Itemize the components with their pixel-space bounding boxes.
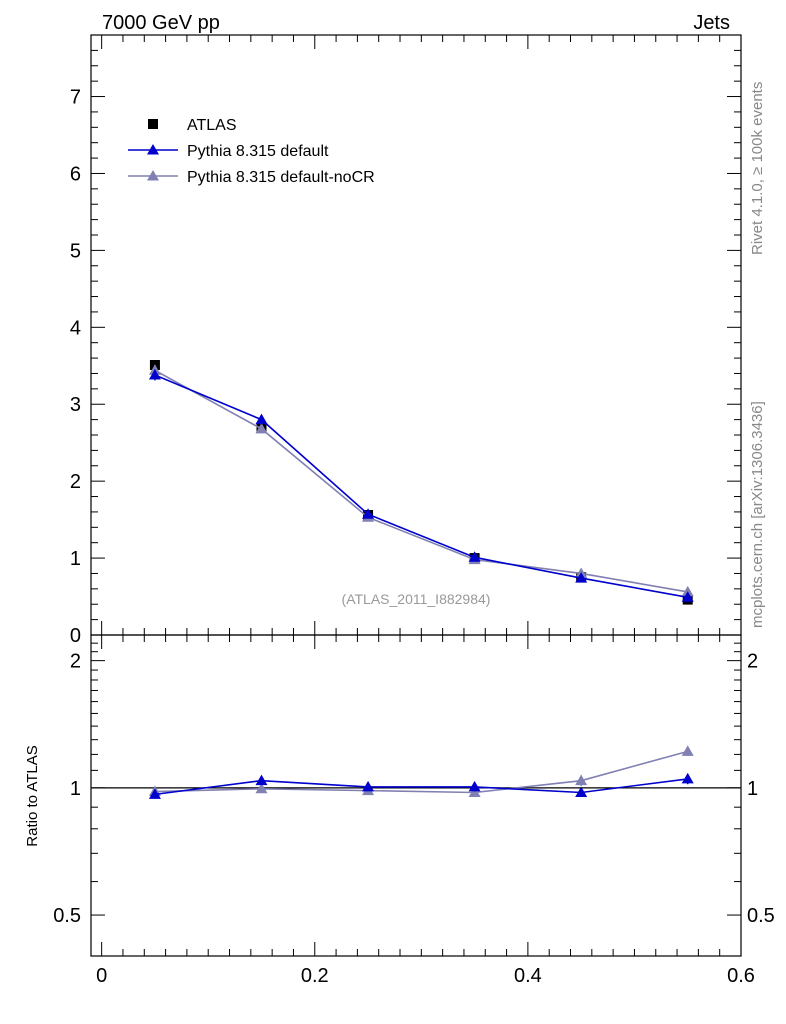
nocr-ratio-point (468, 786, 481, 797)
default-ratio-point (255, 774, 268, 786)
legend-marker-default (147, 144, 159, 155)
nocr-ratio-line (154, 750, 688, 794)
nocr-ratio-point (255, 782, 268, 794)
default-ratio-point (575, 786, 588, 797)
ratio-y-tick-label-left: 2 (70, 651, 81, 673)
default-ratio-line (154, 778, 688, 796)
ratio-panel-frame (90, 634, 742, 957)
legend-label-nocr: Pythia 8.315 default-noCR (187, 169, 375, 186)
rivet-version-text: Rivet 4.1.0, ≥ 100k events (749, 82, 766, 255)
main-series-layer (148, 360, 694, 605)
mcplots-reference-text: mcplots.cern.ch [arXiv:1306.3436] (749, 401, 766, 628)
x-tick-label: 0.4 (514, 965, 542, 987)
x-tick-label: 0 (96, 965, 107, 987)
main-y-tick-label: 3 (70, 394, 81, 416)
nocr-line (154, 369, 688, 593)
main-y-tick-label: 2 (70, 471, 81, 493)
default-line (154, 374, 688, 599)
legend-label-atlas: ATLAS (187, 117, 237, 134)
main-y-tick-label: 4 (70, 317, 81, 339)
default-data-point (362, 508, 375, 519)
default-ratio-point (468, 780, 481, 792)
main-y-tick-label: 0 (70, 625, 81, 647)
default-data-point (681, 591, 694, 602)
legend-entry-atlas: ATLAS (148, 117, 237, 134)
ratio-y-axis-label: Ratio to ATLAS (24, 745, 41, 846)
legend-entry-nocr: Pythia 8.315 default-noCR (128, 169, 375, 186)
ratio-y-tick-label-left: 0.5 (53, 905, 81, 927)
nocr-ratio-point (681, 745, 694, 756)
ratio-y-tick-label-left: 1 (70, 778, 81, 800)
default-ratio-point (148, 788, 161, 799)
nocr-ratio-point (575, 774, 588, 786)
header-left: 7000 GeV pp (102, 12, 220, 34)
ratio-y-tick-label-right: 1 (747, 778, 758, 800)
default-data-point (255, 413, 268, 425)
ratio-series-layer (148, 745, 694, 799)
legend-marker-atlas (148, 119, 158, 129)
default-data-point (148, 369, 161, 380)
default-ratio-point (362, 780, 375, 792)
main-y-tick-label: 1 (70, 548, 81, 570)
main-y-tick-label: 6 (70, 163, 81, 185)
default-ratio-point (681, 772, 694, 784)
nocr-data-point (255, 422, 268, 434)
analysis-id-watermark: (ATLAS_2011_I882984) (342, 591, 491, 607)
series-nocr (148, 364, 694, 597)
main-y-tick-label: 5 (70, 240, 81, 262)
x-tick-label: 0.2 (301, 965, 329, 987)
legend-entry-default: Pythia 8.315 default (128, 143, 329, 160)
legend: ATLAS Pythia 8.315 default Pythia 8.315 de… (128, 117, 375, 186)
default-data-point (575, 572, 588, 583)
main-y-ticks: 0 1 2 3 4 5 6 7 (70, 34, 742, 647)
ratio-y-tick-label-right: 0.5 (747, 905, 775, 927)
legend-label-default: Pythia 8.315 default (187, 143, 329, 160)
ratio-ticks: 0.5 0.5 1 1 2 2 0 0.2 0.4 0.6 (53, 635, 775, 987)
ratio-series-default (148, 772, 694, 799)
default-data-point (468, 551, 481, 562)
main-y-tick-label: 7 (70, 87, 81, 109)
series-atlas (149, 360, 693, 605)
series-default (148, 369, 694, 602)
x-tick-label: 0.6 (727, 965, 755, 987)
nocr-data-point (681, 585, 694, 597)
legend-marker-nocr (147, 170, 159, 181)
ratio-y-tick-label-right: 2 (747, 651, 758, 673)
header-right: Jets (693, 12, 730, 34)
